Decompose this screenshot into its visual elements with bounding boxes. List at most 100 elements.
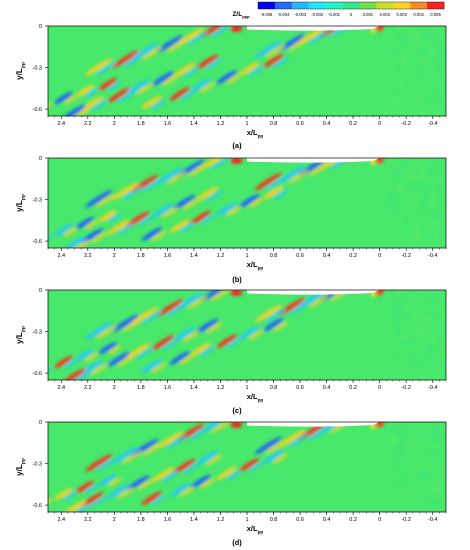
- wave-trough: [90, 231, 108, 244]
- x-tick-label: 1: [245, 253, 248, 259]
- wave-trough: [179, 222, 195, 233]
- colorbar-swatch: [291, 2, 310, 9]
- wave-trough: [199, 478, 216, 489]
- panel-b: 2.4 2.2 2 1.8 1.6 1.4 1.2 1 0.8 0.6 0.4 0.2 0 -0.2 -0.…: [15, 156, 447, 270]
- noise-speckle: [415, 97, 419, 100]
- wave-trough: [166, 39, 187, 53]
- colorbar-swatch: [376, 2, 394, 9]
- noise-speckle: [397, 309, 401, 313]
- noise-speckle: [428, 467, 432, 470]
- wave-trough: [48, 498, 53, 508]
- x-axis-title: x/Lpp: [247, 524, 264, 534]
- x-axis: 2.4 2.2 2 1.8 1.6 1.4 1.2 1 0.8 0.6 0.4 0.2 0 -0.2 -0.…: [47, 380, 447, 402]
- wave-trough: [205, 58, 223, 70]
- noise-speckle: [429, 77, 433, 81]
- x-axis: 2.4 2.2 2 1.8 1.6 1.4 1.2 1 0.8 0.6 0.4 0.2 0 -0.2 -0.…: [47, 248, 447, 270]
- x-tick-label: 1.2: [217, 121, 225, 127]
- wave-trough: [117, 487, 135, 499]
- x-tick-label: 0.4: [323, 121, 331, 127]
- wave-trough: [187, 427, 209, 442]
- noise-speckle: [440, 434, 444, 438]
- wave-crest: [85, 58, 113, 76]
- panel-a: 2.4 2.2 2 1.8 1.6 1.4 1.2 1 0.8 0.6 0.4 0.2 0 -0.2 -0.…: [15, 24, 447, 138]
- colorbar-tick-label: 0.004: [413, 12, 424, 17]
- wave-trough: [248, 197, 264, 209]
- noise-speckle: [418, 473, 421, 476]
- x-tick-label: 0.2: [349, 121, 357, 127]
- noise-speckle: [400, 443, 404, 447]
- wave-crest: [63, 236, 87, 248]
- noise-speckle: [415, 331, 419, 335]
- wave-trough: [73, 108, 91, 116]
- x-tick-label: 0: [378, 253, 381, 259]
- x-tick-label: 0.4: [323, 385, 331, 391]
- wave-trough: [187, 31, 209, 46]
- wave-contours: [48, 26, 446, 116]
- colorbar-swatch: [342, 2, 360, 9]
- wave-trough: [182, 66, 200, 78]
- wave-crest: [277, 165, 306, 184]
- noise-speckle: [428, 352, 432, 356]
- x-tick-label: 0.6: [296, 517, 304, 523]
- noise-speckle: [396, 170, 399, 173]
- wave-crest: [54, 91, 73, 105]
- y-axis-title: y/Lpp: [15, 458, 26, 476]
- noise-speckle: [417, 29, 421, 33]
- wave-crest: [111, 314, 140, 332]
- noise-speckle: [396, 473, 400, 477]
- noise-speckle: [430, 315, 433, 318]
- y-tick-label: -0.3: [33, 462, 42, 468]
- wave-crest: [98, 342, 117, 355]
- noise-speckle: [424, 319, 428, 323]
- colorbar-tick-label: -0.005: [261, 12, 274, 17]
- y-tick-label: 0: [39, 156, 42, 162]
- y-axis-title: y/Lpp: [15, 62, 26, 80]
- x-tick-label: 0.2: [349, 385, 357, 391]
- wave-crest: [126, 343, 150, 359]
- noise-speckle: [426, 96, 430, 100]
- wave-crest: [107, 351, 131, 367]
- colorbar-tick-label: 0.002: [380, 12, 391, 17]
- noise-speckle: [431, 495, 435, 499]
- noise-speckle: [432, 346, 436, 349]
- wave-trough: [63, 95, 78, 105]
- wave-crest: [195, 318, 219, 334]
- noise-speckle: [431, 221, 435, 225]
- wave-crest: [155, 167, 184, 185]
- wave-crest: [238, 62, 260, 76]
- x-axis-title: x/Lpp: [247, 260, 264, 270]
- wave-crest: [75, 216, 94, 230]
- noise-speckle: [404, 298, 408, 302]
- noise-speckle: [430, 52, 434, 56]
- wave-trough: [288, 169, 309, 184]
- noise-speckle: [424, 31, 428, 35]
- wave-trough: [205, 322, 223, 334]
- y-tick-label: -0.6: [33, 371, 42, 377]
- noise-speckle: [430, 46, 434, 50]
- wave-trough: [136, 347, 154, 359]
- wave-trough: [199, 346, 216, 357]
- noise-speckle: [402, 57, 406, 61]
- colorbar-tick-label: -0.002: [311, 12, 324, 17]
- noise-speckle: [399, 83, 403, 87]
- wave-crest: [195, 450, 219, 466]
- noise-speckle: [396, 469, 400, 473]
- stern-peak: [230, 26, 243, 32]
- wave-crest: [263, 449, 284, 464]
- y-axis: 0 -0.3 -0.6 y/Lpp: [15, 288, 48, 377]
- noise-speckle: [431, 489, 435, 493]
- noise-speckle: [420, 52, 424, 55]
- y-tick-label: -0.3: [33, 330, 42, 336]
- noise-speckle: [398, 38, 402, 42]
- panel-label: (d): [232, 538, 242, 547]
- noise-speckle: [415, 360, 419, 364]
- wave-trough: [117, 355, 135, 367]
- wave-crest: [155, 431, 184, 449]
- wave-trough: [166, 303, 187, 317]
- noise-speckle: [409, 429, 413, 433]
- noise-speckle: [429, 205, 433, 209]
- noise-speckle: [404, 446, 408, 450]
- x-tick-label: -0.4: [428, 385, 437, 391]
- noise-speckle: [395, 101, 399, 105]
- wave-trough: [136, 479, 154, 491]
